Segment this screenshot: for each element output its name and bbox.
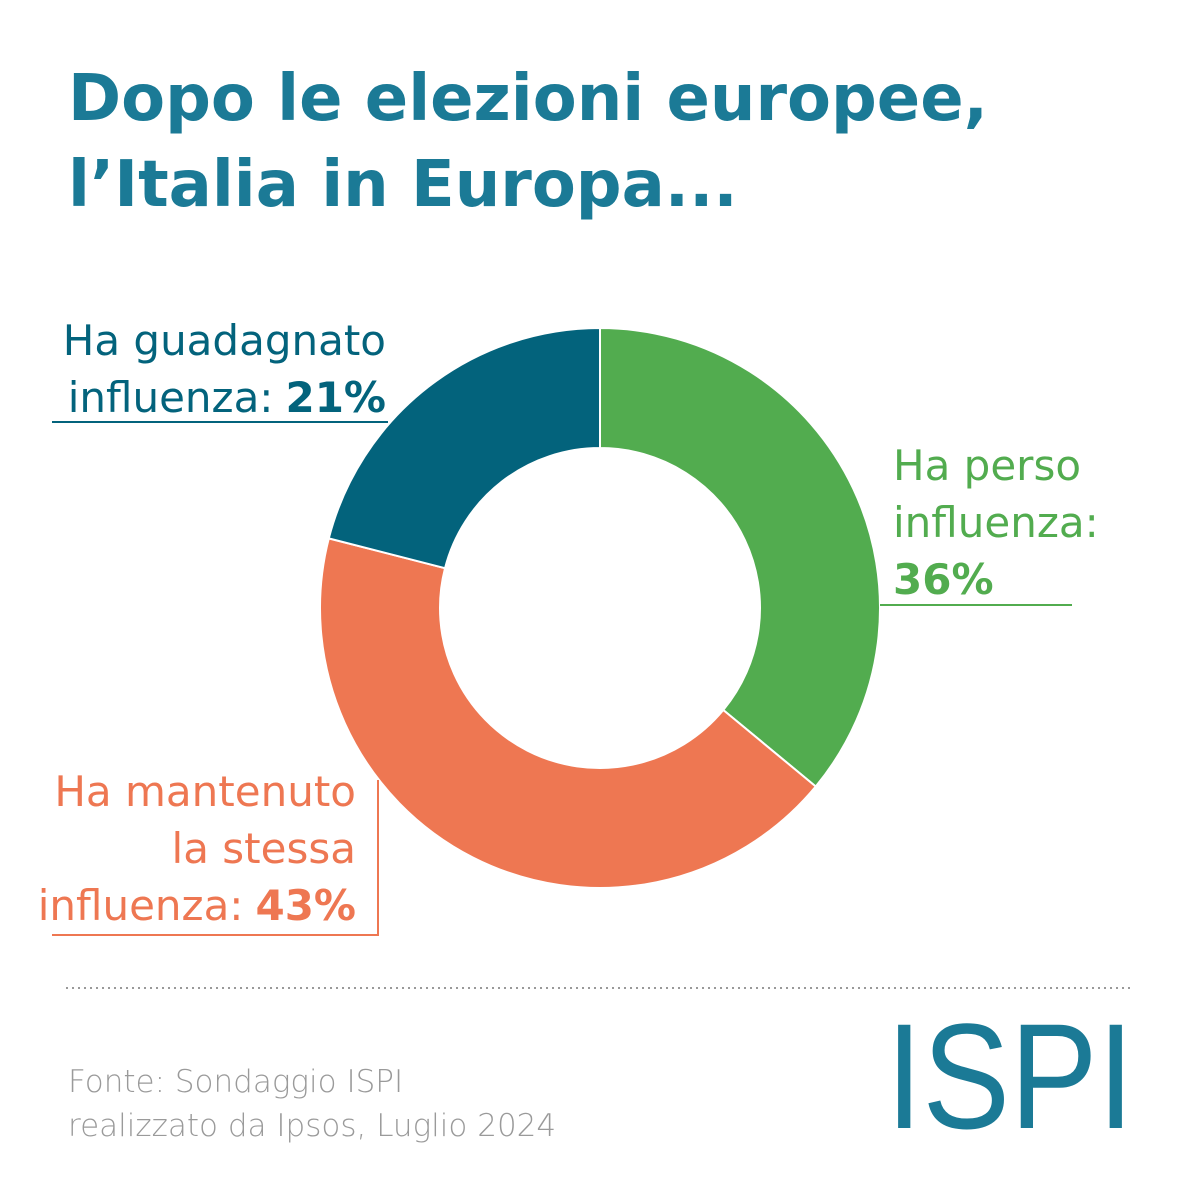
donut-slice [319,537,818,889]
value-label: 36% [893,555,994,604]
slice-label-line: influenza: [68,373,274,422]
value-label: 21% [285,373,386,422]
donut-slice [599,326,881,788]
slice-label-line: Ha perso [893,441,1081,490]
slice-label-line: Ha mantenuto [54,767,356,816]
value-label: 43% [255,881,356,930]
slice-label: influenza: 43% [38,881,356,930]
slice-label: influenza: [893,498,1099,547]
donut-slice [327,326,601,570]
source: realizzato da Ipsos, Luglio 2024 [68,1108,556,1144]
leader-line [52,780,379,936]
chart-title: Dopo le elezioni europee, [68,62,988,136]
slice-label-line: influenza: [38,881,244,930]
slice-label-line: influenza: [893,498,1099,547]
slice-label: Ha guadagnato [63,316,386,365]
slice-label: influenza: 21% [68,373,386,422]
slice-label-line: Ha guadagnato [63,316,386,365]
chart-title: l’Italia in Europa... [68,148,738,222]
slice-label: Ha perso [893,441,1081,490]
slice-label-line: la stessa [172,824,356,873]
source: Fonte: Sondaggio ISPI [68,1064,403,1100]
logo: ISPI [886,992,1134,1160]
slice-label: la stessa [172,824,356,873]
slice-label: Ha mantenuto [54,767,356,816]
